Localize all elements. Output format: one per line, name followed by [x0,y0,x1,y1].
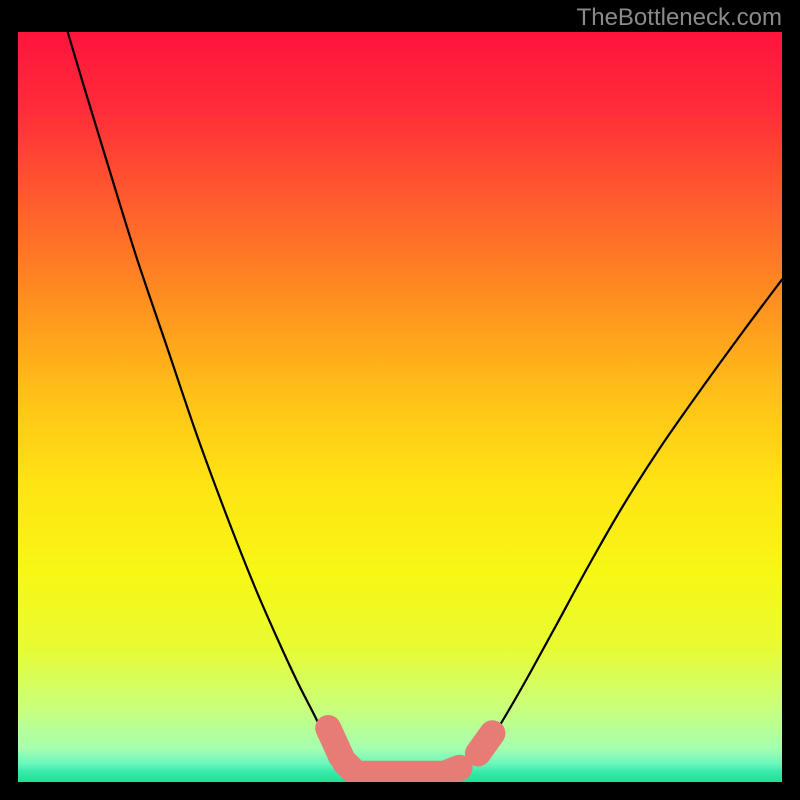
trough-marker [450,768,460,772]
watermark-text: TheBottleneck.com [577,4,782,32]
chart-frame: TheBottleneck.com [0,0,800,800]
gradient-background [18,32,782,782]
plot-area [18,32,782,782]
chart-svg [18,32,782,782]
trough-marker [478,733,493,753]
